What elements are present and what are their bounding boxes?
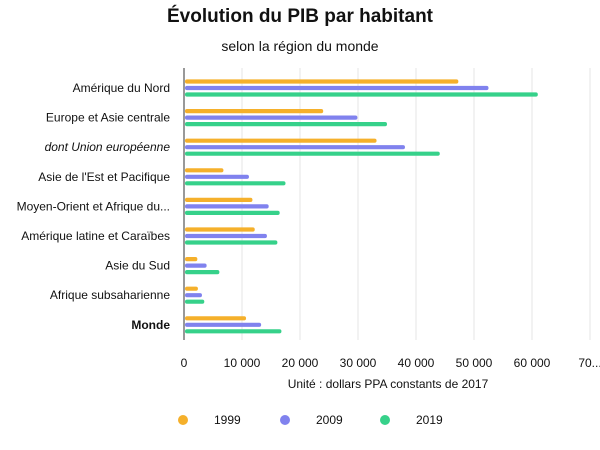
- bar-1999: [185, 227, 255, 232]
- category-label: Europe et Asie centrale: [46, 111, 170, 125]
- bar-1999: [185, 286, 198, 291]
- bar-2009: [185, 115, 358, 120]
- x-tick-label: 70...: [578, 356, 600, 370]
- x-tick-label: 40 000: [398, 356, 435, 370]
- legend-marker-2009: [280, 415, 290, 425]
- bar-1999: [185, 109, 324, 114]
- bar-2009: [185, 204, 269, 209]
- category-label: Moyen-Orient et Afrique du...: [17, 199, 170, 213]
- legend: 1999 2009 2019: [178, 413, 443, 427]
- bar-2009: [185, 174, 249, 179]
- bar-2019: [185, 151, 440, 156]
- bars-group: [185, 79, 538, 334]
- x-tick-label: 10 000: [224, 356, 261, 370]
- bar-2009: [185, 145, 405, 150]
- bar-1999: [185, 197, 253, 202]
- x-axis-label: Unité : dollars PPA constants de 2017: [288, 377, 489, 391]
- bar-2019: [185, 92, 538, 97]
- chart-subtitle: selon la région du monde: [221, 38, 379, 54]
- legend-marker-2019: [380, 415, 390, 425]
- x-tick-label: 0: [181, 356, 188, 370]
- bar-2019: [185, 210, 280, 215]
- bar-1999: [185, 316, 247, 321]
- legend-label-2009: 2009: [316, 413, 343, 427]
- bar-1999: [185, 79, 459, 84]
- bar-2019: [185, 122, 387, 127]
- bar-2009: [185, 85, 489, 91]
- category-label: Asie du Sud: [105, 259, 170, 273]
- bar-2009: [185, 233, 267, 239]
- legend-label-1999: 1999: [214, 413, 241, 427]
- category-label: Asie de l'Est et Pacifique: [38, 170, 170, 184]
- x-tick-label: 30 000: [340, 356, 377, 370]
- bar-2009: [185, 293, 202, 298]
- chart-title: Évolution du PIB par habitant: [167, 6, 433, 27]
- bar-2019: [185, 181, 286, 186]
- bar-1999: [185, 138, 377, 143]
- category-labels: Amérique du Nord Europe et Asie centrale d…: [17, 81, 171, 332]
- grid-lines: [183, 68, 591, 340]
- category-label: dont Union européenne: [45, 140, 171, 154]
- x-tick-label: 20 000: [282, 356, 319, 370]
- bar-2019: [185, 299, 205, 304]
- x-tick-label: 60 000: [514, 356, 551, 370]
- legend-marker-1999: [178, 415, 188, 425]
- legend-label-2019: 2019: [416, 413, 443, 427]
- bar-1999: [185, 168, 224, 173]
- bar-2019: [185, 329, 282, 334]
- category-label: Amérique du Nord: [73, 81, 170, 95]
- x-tick-label: 50 000: [456, 356, 493, 370]
- category-label: Afrique subsaharienne: [50, 288, 170, 302]
- bar-2019: [185, 270, 220, 275]
- bar-2009: [185, 263, 207, 268]
- x-tick-labels: 0 10 000 20 000 30 000 40 000 50 000 60 000 70.…: [181, 356, 600, 370]
- bar-2019: [185, 240, 278, 245]
- category-label: Monde: [131, 318, 170, 332]
- bar-2009: [185, 322, 262, 327]
- category-label: Amérique latine et Caraïbes: [21, 229, 170, 243]
- bar-1999: [185, 257, 198, 262]
